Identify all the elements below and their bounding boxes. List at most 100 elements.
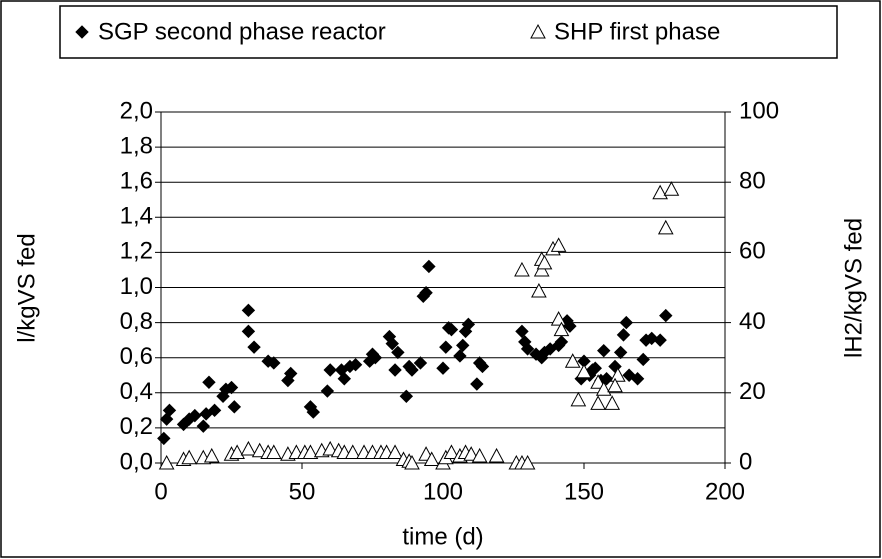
y-axis-label: l/kgVS fed: [13, 233, 40, 342]
y-tick-label: 1,0: [120, 273, 153, 300]
data-point: [514, 261, 530, 277]
data-point: [368, 350, 383, 365]
data-point: [229, 444, 245, 459]
data-point: [207, 403, 222, 418]
data-point: [456, 338, 470, 353]
data-point: [306, 405, 320, 419]
data-point: [475, 359, 490, 374]
y2-tick-label: 20: [739, 378, 766, 405]
data-point: [439, 340, 453, 354]
data-point: [181, 449, 198, 465]
y2-axis-label: lH2/kgVS fed: [840, 218, 867, 358]
y2-tick-label: 100: [739, 97, 779, 124]
legend-marker: [75, 25, 89, 39]
data-point: [157, 431, 171, 446]
data-point: [531, 282, 547, 298]
data-point: [423, 451, 440, 466]
data-point: [636, 352, 650, 367]
data-point: [520, 342, 535, 356]
data-point: [344, 444, 361, 459]
data-point: [564, 353, 581, 368]
data-point: [436, 361, 450, 375]
data-point: [320, 384, 335, 398]
data-point: [453, 349, 467, 363]
data-point: [158, 454, 175, 470]
data-point: [322, 440, 339, 456]
y-tick-label: 0,2: [120, 413, 153, 440]
data-point: [385, 336, 399, 351]
data-point: [613, 345, 628, 360]
data-point: [657, 219, 674, 235]
data-point: [241, 324, 256, 339]
data-point: [610, 367, 626, 382]
data-point: [227, 400, 242, 414]
data-point: [388, 363, 402, 377]
data-point: [630, 372, 645, 386]
y-tick-label: 1,8: [120, 132, 153, 159]
data-point: [387, 444, 403, 459]
data-point: [404, 454, 420, 470]
y-tick-label: 0,6: [120, 343, 153, 370]
data-point: [188, 408, 202, 423]
y-tick-label: 0,4: [120, 378, 153, 405]
data-point: [554, 335, 569, 349]
data-point: [563, 319, 577, 333]
data-point: [588, 361, 602, 375]
data-point: [391, 345, 405, 360]
data-point: [203, 447, 220, 463]
data-point: [653, 333, 667, 347]
x-tick-label: 150: [564, 478, 604, 505]
data-point: [284, 366, 298, 381]
data-point: [251, 442, 268, 458]
data-point: [224, 380, 239, 395]
legend-box: [59, 5, 838, 59]
y2-tick-label: 80: [739, 168, 766, 195]
y-tick-label: 2,0: [120, 97, 153, 124]
y2-tick-label: 40: [739, 308, 766, 335]
x-tick-label: 200: [705, 478, 745, 505]
data-point: [413, 356, 428, 370]
y-tick-label: 0,8: [120, 308, 153, 335]
data-point: [323, 363, 337, 377]
y2-tick-label: 0: [739, 448, 752, 475]
data-point: [162, 403, 177, 418]
data-point: [576, 363, 592, 379]
y-tick-label: 1,4: [120, 203, 153, 230]
y-tick-label: 0,0: [120, 448, 153, 475]
data-point: [443, 444, 460, 459]
legend-label: SGP second phase reactor: [98, 18, 386, 45]
data-point: [267, 356, 281, 370]
data-point: [604, 395, 621, 410]
data-point: [405, 363, 419, 377]
data-point: [302, 444, 319, 459]
data-point: [553, 321, 570, 337]
data-point: [616, 328, 631, 342]
data-point: [202, 375, 216, 389]
data-point: [515, 324, 529, 339]
x-tick-label: 0: [154, 478, 167, 505]
data-point: [659, 308, 673, 323]
data-point: [536, 254, 553, 270]
legend-label: SHP first phase: [554, 18, 720, 45]
data-point: [399, 389, 414, 404]
data-point: [419, 286, 433, 300]
data-point: [595, 381, 612, 396]
data-point: [663, 181, 680, 196]
data-point: [619, 315, 634, 330]
data-point: [570, 391, 587, 407]
data-point: [471, 447, 488, 463]
data-point: [247, 340, 261, 354]
data-point: [488, 447, 505, 463]
data-point: [590, 374, 606, 389]
x-tick-label: 50: [289, 478, 316, 505]
data-point: [607, 377, 623, 393]
y2-tick-label: 60: [739, 238, 766, 265]
data-point: [652, 184, 668, 200]
data-point: [550, 311, 567, 326]
x-axis-label: time (d): [402, 523, 483, 550]
data-point: [461, 317, 476, 332]
data-point: [444, 322, 459, 337]
y-tick-label: 1,2: [120, 238, 153, 265]
data-point: [265, 444, 282, 459]
legend-marker: [530, 23, 546, 39]
